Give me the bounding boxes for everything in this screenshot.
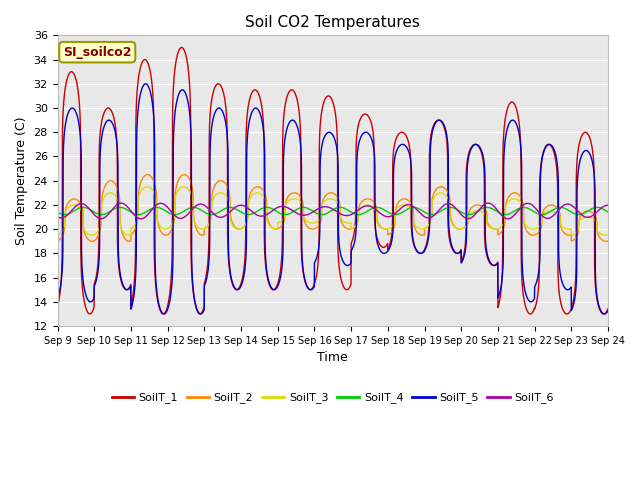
SoilT_2 (435, 185, 442, 191)
SoilT_1 (119, 283, 127, 289)
SoilT_6 (435, 208, 442, 214)
SoilT_5 (604, 308, 612, 314)
SoilT_3 (119, 228, 127, 234)
SoilT_1 (54, 304, 61, 310)
SoilT_5 (435, 118, 442, 123)
SoilT_4 (479, 205, 487, 211)
X-axis label: Time: Time (317, 351, 348, 364)
SoilT_1 (120, 285, 127, 290)
SoilT_3 (602, 232, 610, 238)
Legend: SoilT_1, SoilT_2, SoilT_3, SoilT_4, SoilT_5, SoilT_6: SoilT_1, SoilT_2, SoilT_3, SoilT_4, Soil… (108, 388, 558, 408)
SoilT_4 (89, 208, 97, 214)
SoilT_2 (88, 239, 96, 244)
SoilT_6 (117, 200, 125, 206)
Line: SoilT_3: SoilT_3 (58, 187, 608, 235)
SoilT_1 (434, 117, 442, 123)
Line: SoilT_4: SoilT_4 (58, 207, 608, 215)
SoilT_2 (120, 234, 128, 240)
SoilT_5 (119, 282, 127, 288)
Line: SoilT_1: SoilT_1 (58, 48, 608, 314)
SoilT_4 (604, 209, 612, 215)
SoilT_3 (143, 184, 151, 190)
SoilT_5 (160, 311, 168, 317)
SoilT_2 (119, 232, 127, 238)
SoilT_3 (479, 210, 486, 216)
SoilT_3 (434, 191, 442, 196)
Y-axis label: Soil Temperature (C): Soil Temperature (C) (15, 117, 28, 245)
SoilT_1 (479, 156, 486, 161)
SoilT_6 (137, 216, 145, 222)
SoilT_6 (479, 203, 487, 208)
SoilT_5 (88, 298, 96, 304)
SoilT_1 (178, 45, 186, 50)
SoilT_4 (61, 212, 68, 217)
SoilT_3 (88, 232, 96, 238)
SoilT_3 (54, 232, 61, 238)
SoilT_4 (120, 205, 127, 211)
SoilT_6 (54, 214, 61, 220)
SoilT_4 (120, 205, 128, 211)
SoilT_6 (88, 209, 96, 215)
SoilT_2 (143, 172, 151, 178)
SoilT_4 (435, 210, 442, 216)
SoilT_4 (54, 209, 61, 215)
SoilT_1 (563, 311, 571, 317)
SoilT_6 (604, 203, 612, 208)
Line: SoilT_5: SoilT_5 (58, 84, 608, 314)
SoilT_1 (225, 261, 233, 266)
SoilT_5 (142, 81, 150, 87)
Title: Soil CO2 Temperatures: Soil CO2 Temperatures (245, 15, 420, 30)
SoilT_2 (54, 238, 61, 244)
SoilT_3 (120, 229, 127, 235)
SoilT_5 (225, 256, 233, 262)
SoilT_5 (120, 284, 127, 289)
SoilT_4 (225, 204, 233, 210)
SoilT_2 (88, 239, 96, 244)
SoilT_6 (225, 210, 233, 216)
SoilT_2 (225, 188, 233, 194)
SoilT_3 (604, 232, 612, 238)
Line: SoilT_2: SoilT_2 (58, 175, 608, 241)
SoilT_1 (88, 309, 96, 315)
SoilT_2 (479, 204, 487, 210)
SoilT_5 (479, 153, 487, 158)
SoilT_1 (604, 306, 612, 312)
SoilT_4 (79, 204, 87, 210)
SoilT_6 (120, 201, 128, 207)
SoilT_6 (119, 201, 127, 206)
Line: SoilT_6: SoilT_6 (58, 203, 608, 219)
SoilT_5 (54, 295, 61, 300)
Text: SI_soilco2: SI_soilco2 (63, 46, 132, 59)
SoilT_2 (604, 238, 612, 244)
SoilT_3 (225, 199, 233, 204)
